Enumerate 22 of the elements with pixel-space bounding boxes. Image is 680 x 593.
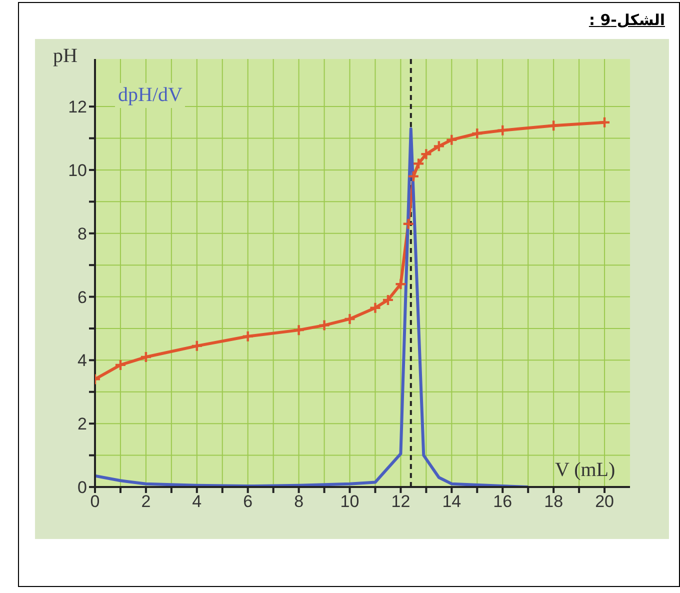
x-tick-label: 4 bbox=[192, 492, 202, 512]
y-tick-label: 6 bbox=[78, 288, 87, 307]
y-tick-label: 10 bbox=[68, 161, 87, 180]
x-tick-label: 0 bbox=[90, 492, 100, 512]
text: dpH/dV bbox=[115, 83, 186, 108]
x-tick-label: 12 bbox=[391, 492, 410, 512]
x-tick-label: 8 bbox=[294, 492, 304, 512]
chart-title: الشكل-9 : bbox=[588, 11, 665, 29]
y-tick-label: 8 bbox=[78, 224, 87, 244]
y-tick-label: 4 bbox=[78, 351, 87, 370]
x-tick-label: 6 bbox=[243, 492, 253, 512]
x-tick-label: 2 bbox=[141, 492, 151, 512]
x-tick-label: 10 bbox=[340, 492, 360, 512]
x-tick-label: 18 bbox=[544, 492, 564, 512]
y-tick-label: 0 bbox=[78, 478, 87, 498]
y-tick-label: 12 bbox=[68, 98, 87, 117]
x-axis-title: V (mL) bbox=[555, 459, 616, 482]
x-tick-label: 16 bbox=[493, 492, 512, 512]
y-axis-title: pH bbox=[53, 45, 78, 68]
y-tick-label: 2 bbox=[78, 414, 87, 434]
x-tick-label: 14 bbox=[442, 492, 462, 512]
x-tick-label: 20 bbox=[595, 492, 614, 512]
